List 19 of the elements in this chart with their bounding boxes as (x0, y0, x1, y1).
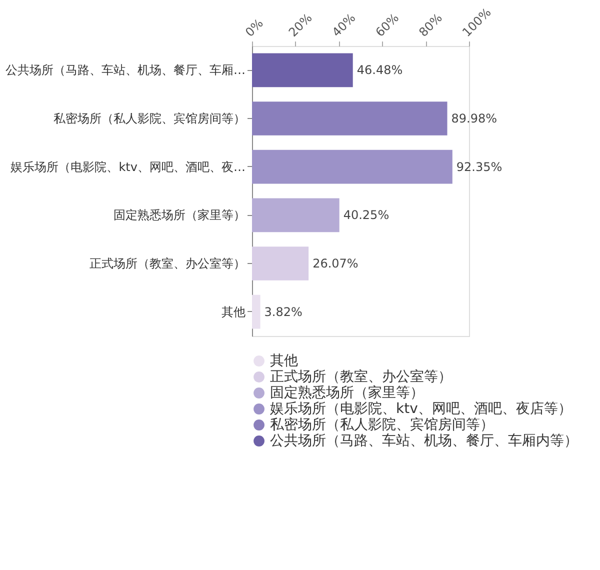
x-tick-label: 0% (242, 16, 266, 40)
y-tick-label: 娱乐场所（电影院、ktv、网吧、酒吧、夜… (10, 160, 246, 174)
data-label: 40.25% (343, 208, 390, 222)
data-label: 3.82% (264, 304, 302, 319)
legend-label: 公共场所（马路、车站、机场、餐厅、车厢内等） (270, 433, 578, 449)
y-tick-label: 私密场所（私人影院、宾馆房间等） (54, 112, 246, 126)
data-label: 46.48% (356, 63, 403, 78)
y-tick-label: 正式场所（教室、办公室等） (90, 256, 246, 270)
legend-label: 私密场所（私人影院、宾馆房间等） (270, 417, 494, 433)
y-tick-label: 其他 (222, 304, 246, 319)
data-label: 26.07% (312, 256, 358, 270)
legend-label: 娱乐场所（电影院、ktv、网吧、酒吧、夜店等） (270, 401, 572, 417)
legend-label: 正式场所（教室、办公室等） (270, 369, 452, 385)
legend-label: 固定熟悉场所（家里等） (270, 385, 424, 401)
y-tick-label: 固定熟悉场所（家里等） (114, 208, 246, 222)
legend-label: 其他 (270, 353, 298, 369)
data-label: 89.98% (451, 112, 498, 126)
y-tick-label: 公共场所（马路、车站、机场、餐厅、车厢… (6, 63, 246, 78)
data-label: 92.35% (456, 160, 502, 174)
